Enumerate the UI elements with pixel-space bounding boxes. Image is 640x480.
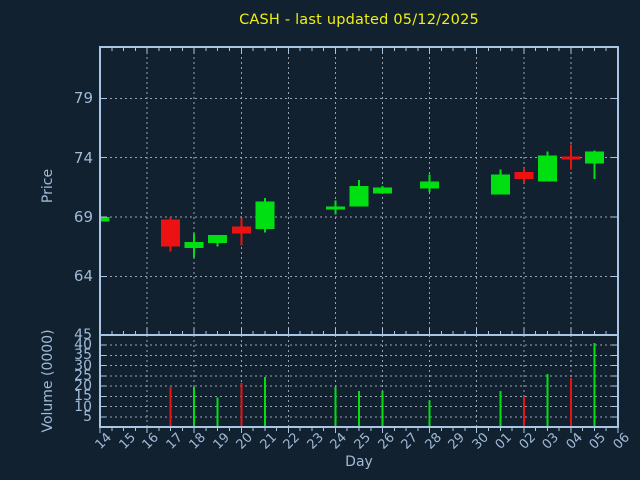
- volume-tick-label-40: 40: [74, 337, 92, 354]
- candle-body-day-17: [161, 219, 181, 247]
- candle-body-day-18: [184, 241, 204, 248]
- candle-body-day-03: [537, 155, 557, 182]
- volume-tick-label-5: 5: [83, 408, 92, 425]
- candle-body-day-25: [349, 186, 369, 207]
- candle-body-day-21: [255, 201, 275, 229]
- volume-panel-border: [99, 334, 619, 428]
- candle-body-day-24: [325, 206, 345, 210]
- candle-body-day-19: [208, 234, 228, 244]
- candle-body-day-14: [100, 217, 110, 222]
- candle-body-day-02: [514, 171, 534, 180]
- volume-tick-label-35: 35: [74, 347, 92, 364]
- x-axis-title: Day: [345, 454, 373, 470]
- volume-tick-label-30: 30: [74, 357, 92, 374]
- price-tick-label-64: 64: [73, 267, 93, 286]
- price-tick-label-79: 79: [73, 89, 93, 108]
- candle-body-day-28: [420, 181, 440, 189]
- volume-tick-label-20: 20: [74, 378, 92, 395]
- candlestick-series: [100, 144, 604, 258]
- price-tick-label-74: 74: [73, 148, 93, 167]
- chart-title: CASH - last updated 05/12/2025: [239, 12, 479, 28]
- volume-tick-label-10: 10: [74, 398, 92, 415]
- price-axis-title: Price: [40, 168, 56, 204]
- candle-body-day-04: [561, 156, 581, 160]
- price-tick-label-69: 69: [73, 208, 93, 226]
- volume-tick-label-15: 15: [74, 388, 92, 405]
- volume-tick-label-45: 45: [74, 327, 92, 343]
- candle-body-day-20: [231, 226, 251, 234]
- volume-tick-label-25: 25: [74, 367, 92, 384]
- candle-body-day-01: [490, 174, 510, 195]
- candle-body-day-26: [373, 187, 393, 194]
- candle-body-day-05: [584, 151, 604, 164]
